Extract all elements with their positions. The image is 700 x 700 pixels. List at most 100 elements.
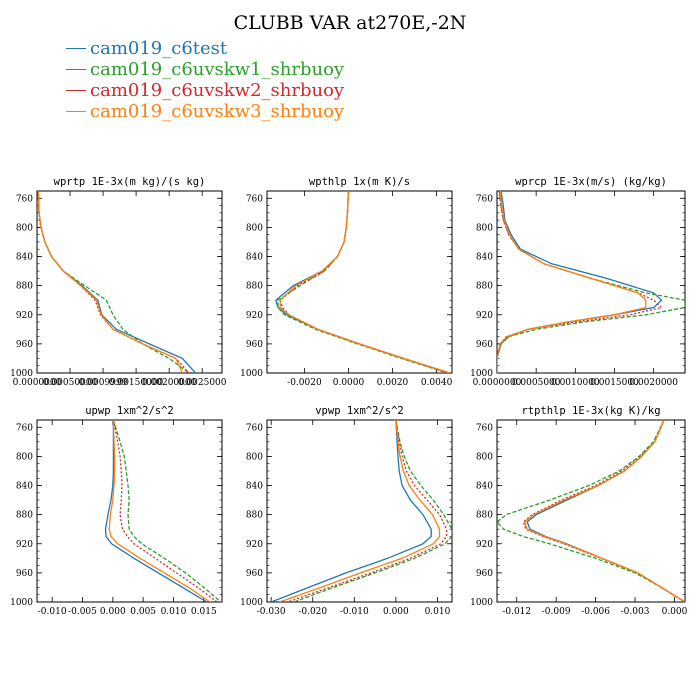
x-tick-label: -0.003 — [621, 607, 650, 617]
plot-frame — [266, 419, 453, 603]
x-tick-label: 0.00050000 — [43, 378, 98, 388]
x-tick-label: -0.009 — [542, 607, 571, 617]
series-line — [497, 191, 663, 373]
y-tick-label: 880 — [16, 282, 33, 292]
y-tick-label: 800 — [476, 223, 493, 233]
legend: cam019_c6test cam019_c6uvskw1_shrbuoy ca… — [66, 38, 344, 122]
x-tick-label: 0.0009999 — [79, 378, 128, 388]
series-line — [108, 420, 211, 602]
panel-title: wprtp 1E-3x(m kg)/(s kg) — [54, 176, 206, 188]
y-tick-label: 960 — [476, 340, 493, 350]
x-tick-label: 0.0025000 — [178, 378, 227, 388]
legend-swatch — [66, 89, 86, 91]
y-tick-label: 960 — [246, 340, 263, 350]
y-tick-label: 1000 — [10, 369, 33, 379]
x-tick-label: 0.0040 — [421, 378, 453, 388]
x-tick-label: 0.0000 — [333, 378, 365, 388]
legend-swatch — [66, 47, 86, 49]
x-tick-label: 0.0020 — [377, 378, 409, 388]
x-tick-label: 0.005 — [130, 607, 156, 617]
y-tick-label: 920 — [246, 540, 263, 550]
series-line — [497, 191, 663, 373]
x-tick-label: 0.000 — [100, 607, 126, 617]
x-tick-label: 0.000 — [662, 607, 688, 617]
y-tick-label: 960 — [16, 340, 33, 350]
series-line — [112, 420, 222, 602]
y-tick-label: 840 — [16, 253, 33, 263]
y-tick-label: 760 — [246, 194, 263, 204]
panel-title: wprcp 1E-3x(m/s) (kg/kg) — [515, 176, 667, 188]
legend-label: cam019_c6uvskw3_shrbuoy — [90, 101, 345, 122]
legend-entry: cam019_c6test — [66, 38, 344, 59]
x-tick-label: 0.015 — [191, 607, 217, 617]
x-tick-label: 0.010 — [161, 607, 187, 617]
y-tick-label: 840 — [476, 253, 493, 263]
y-tick-label: 960 — [476, 569, 493, 579]
y-tick-label: 920 — [476, 311, 493, 321]
y-tick-label: 840 — [246, 253, 263, 263]
x-tick-label: 0.0000000 — [473, 378, 522, 388]
panel: upwp 1xm^2/s^2 760 800 840 880 920 960 1000 -0.0… — [10, 405, 223, 617]
y-tick-label: 760 — [476, 423, 493, 433]
y-tick-label: 880 — [476, 282, 493, 292]
series-line — [279, 191, 450, 373]
y-tick-label: 880 — [246, 511, 263, 521]
series-line — [37, 191, 183, 373]
y-tick-label: 800 — [246, 223, 263, 233]
y-tick-label: 760 — [16, 194, 33, 204]
y-tick-label: 800 — [16, 452, 33, 462]
panel: rtpthlp 1E-3x(kg K)/kg 760 800 840 880 920 960… — [470, 405, 688, 617]
y-tick-label: 1000 — [240, 598, 263, 608]
series-line — [497, 420, 685, 602]
plot-frame — [36, 419, 223, 603]
series-line — [270, 420, 432, 602]
y-tick-label: 920 — [246, 311, 263, 321]
series-line — [522, 420, 685, 602]
panel: vpwp 1xm^2/s^27608008408809209601000-0.0… — [240, 405, 453, 617]
panel-title: vpwp 1xm^2/s^2 — [315, 405, 404, 417]
plot-frame — [496, 419, 686, 603]
x-tick-label: -0.010 — [38, 607, 67, 617]
x-tick-label: -0.0020 — [287, 378, 322, 388]
x-tick-label: -0.030 — [257, 607, 286, 617]
y-tick-label: 760 — [246, 423, 263, 433]
y-tick-label: 760 — [476, 194, 493, 204]
y-tick-label: 1000 — [470, 369, 493, 379]
y-tick-label: 1000 — [240, 369, 263, 379]
panel: wprtp 1E-3x(m kg)/(s kg) 760 800 840 880 920 9… — [10, 176, 227, 388]
y-tick-label: 920 — [16, 311, 33, 321]
panel-title: rtpthlp 1E-3x(kg K)/kg — [521, 405, 660, 417]
panel: wprcp 1E-3x(m/s) (kg/kg) 760 800 840 880 920 9… — [470, 176, 686, 388]
y-tick-label: 800 — [476, 452, 493, 462]
y-tick-label: 880 — [246, 282, 263, 292]
x-tick-label: 0.0010000 — [551, 378, 600, 388]
plot-frame — [496, 190, 686, 374]
y-tick-label: 800 — [16, 223, 33, 233]
series-line — [523, 420, 685, 602]
legend-label: cam019_c6uvskw2_shrbuoy — [90, 80, 345, 101]
x-tick-label: 0.0020000 — [629, 378, 678, 388]
y-tick-label: 840 — [16, 482, 33, 492]
figure-title: CLUBB VAR at270E,-2N — [233, 12, 467, 34]
y-tick-label: 960 — [246, 569, 263, 579]
plot-frame — [266, 190, 453, 374]
x-tick-label: 0.00200000 — [142, 378, 197, 388]
series-line — [293, 420, 452, 602]
x-tick-label: -0.010 — [340, 607, 369, 617]
x-tick-label: -0.006 — [581, 607, 610, 617]
x-tick-label: 0.0000000 — [13, 378, 62, 388]
series-line — [287, 420, 448, 602]
series-line — [279, 420, 441, 602]
plot-frame — [36, 190, 223, 374]
x-tick-label: -0.005 — [68, 607, 97, 617]
y-tick-label: 760 — [16, 423, 33, 433]
legend-swatch — [66, 68, 86, 70]
x-tick-label: -0.020 — [298, 607, 327, 617]
legend-entry: cam019_c6uvskw1_shrbuoy — [66, 59, 344, 80]
series-line — [497, 191, 685, 373]
legend-label: cam019_c6test — [90, 38, 228, 59]
x-tick-label: 0.0005000 — [512, 378, 561, 388]
series-line — [104, 420, 208, 602]
x-tick-label: 0.010 — [425, 607, 451, 617]
